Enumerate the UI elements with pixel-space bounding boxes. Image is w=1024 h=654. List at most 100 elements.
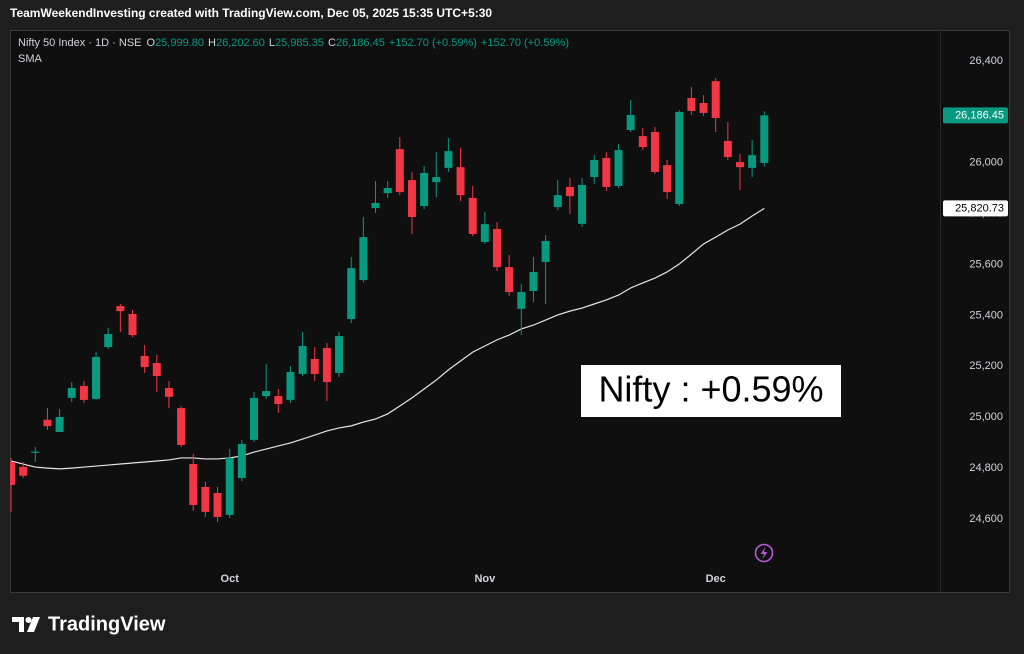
- candle-body: [614, 150, 623, 186]
- candle-body: [663, 165, 672, 193]
- candle-body: [675, 111, 684, 205]
- candle-body: [371, 203, 380, 209]
- candle-body: [10, 461, 15, 485]
- candle-body: [760, 115, 769, 163]
- brand-name: TradingView: [48, 613, 166, 635]
- candle-body: [748, 155, 757, 168]
- legend-value: 25,999.80: [155, 37, 204, 49]
- sma-line: [10, 207, 765, 470]
- brand-logo: [12, 617, 40, 632]
- indicator-label: SMA: [18, 53, 43, 65]
- chart-pane: [10, 30, 1010, 593]
- candle-body: [286, 371, 295, 400]
- candle-body: [687, 97, 696, 111]
- x-tick-label: Oct: [221, 573, 240, 585]
- x-tick-label: Nov: [474, 573, 496, 585]
- candle-body: [395, 149, 404, 193]
- candle-body: [736, 162, 744, 168]
- candle-body: [152, 363, 161, 377]
- legend-key: H: [208, 37, 216, 49]
- candle-body: [723, 140, 732, 157]
- candle-body: [104, 334, 113, 347]
- x-tick-label: Dec: [706, 573, 726, 585]
- legend-change: +152.70 (+0.59%): [389, 37, 477, 49]
- candle-body: [322, 348, 331, 383]
- candle-body: [177, 408, 186, 445]
- candle-body: [225, 457, 234, 515]
- legend-change: +152.70 (+0.59%): [481, 37, 569, 49]
- candle-body: [92, 356, 101, 399]
- candle-body: [638, 136, 647, 148]
- candle-body: [626, 114, 635, 130]
- candle-body: [347, 268, 356, 320]
- candle-body: [553, 195, 562, 208]
- candle-body: [493, 228, 501, 268]
- legend-value: 26,186.45: [336, 37, 385, 49]
- candle-body: [19, 466, 28, 476]
- candle-body: [578, 184, 587, 224]
- candle-body: [164, 387, 173, 397]
- candle-body: [711, 81, 720, 119]
- legend-key: O: [147, 37, 156, 49]
- annotation-box: [581, 365, 841, 417]
- candle-body: [237, 443, 246, 479]
- candle-body: [128, 313, 137, 336]
- candle-body: [602, 157, 611, 187]
- sma-price-badge: [943, 200, 1008, 217]
- annotation: Nifty : +0.59%: [598, 369, 823, 410]
- candle-body: [359, 237, 368, 281]
- y-tick-label: 25,400: [969, 309, 1003, 321]
- candle-body: [517, 292, 526, 309]
- candle-body: [298, 345, 307, 374]
- candle-body: [432, 177, 441, 183]
- legend-key: L: [269, 37, 275, 49]
- candle-body: [310, 358, 319, 374]
- candle-body: [541, 240, 550, 263]
- alert-icon: [754, 543, 774, 563]
- last-price-label: 26,186.45: [955, 109, 1004, 121]
- candle-body: [444, 151, 453, 168]
- candle-body: [116, 306, 125, 312]
- y-tick-label: 25,600: [969, 258, 1003, 270]
- candle-body: [407, 180, 416, 217]
- candle-body: [189, 464, 198, 505]
- legend-value: 25,985.35: [275, 37, 324, 49]
- legend-title: Nifty 50 Index · 1D · NSE: [18, 37, 142, 49]
- y-tick-label: 26,400: [969, 55, 1003, 67]
- last-price-badge: [943, 107, 1008, 124]
- candle-body: [565, 186, 574, 197]
- candle-body: [420, 172, 429, 207]
- candle-body: [456, 167, 465, 196]
- candle-body: [201, 486, 210, 512]
- candle-body: [529, 271, 538, 292]
- candle-body: [383, 187, 392, 194]
- candle-body: [480, 224, 489, 242]
- sma-price-label: 25,820.73: [955, 202, 1004, 214]
- candle-body: [468, 197, 477, 235]
- candle-body: [335, 336, 344, 373]
- candle-body: [699, 103, 708, 113]
- candle-body: [31, 451, 40, 453]
- candle-body: [590, 160, 599, 178]
- candle-body: [262, 391, 271, 397]
- ohlc-legend: Nifty 50 Index · 1D · NSE O25,999.80 H26,2…: [18, 37, 569, 49]
- y-tick-label: 24,600: [969, 513, 1003, 525]
- y-tick-label: 25,000: [969, 411, 1003, 423]
- candle-body: [505, 267, 514, 293]
- legend-value: 26,202.60: [216, 37, 265, 49]
- candle-body: [43, 419, 52, 427]
- candle-body: [140, 355, 149, 368]
- plot-area: [10, 78, 769, 523]
- y-tick-label: 26,000: [969, 157, 1003, 169]
- candle-body: [67, 387, 76, 398]
- candle-body: [213, 493, 222, 517]
- candle-body: [274, 396, 283, 404]
- y-tick-label: 24,800: [969, 462, 1003, 474]
- y-tick-label: 25,200: [969, 360, 1003, 372]
- legend-key: C: [328, 37, 336, 49]
- candle-body: [79, 385, 88, 400]
- attribution: TeamWeekendInvesting created with Tradin…: [10, 6, 492, 20]
- candle-body: [55, 416, 64, 432]
